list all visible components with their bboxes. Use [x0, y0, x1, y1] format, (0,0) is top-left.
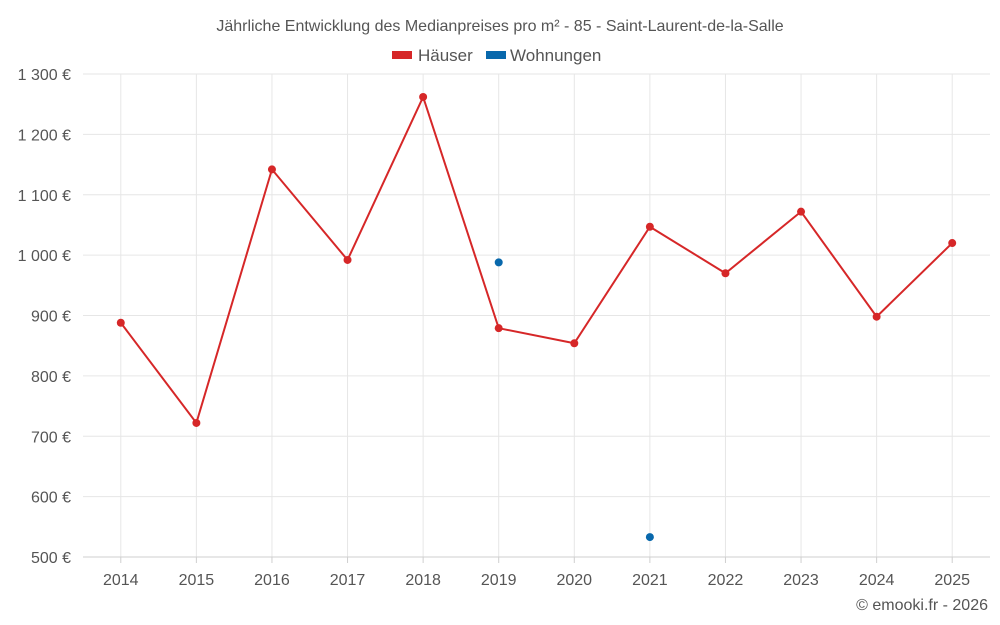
- chart-title: Jährliche Entwicklung des Medianpreises …: [216, 18, 783, 35]
- x-tick-label: 2016: [254, 572, 290, 589]
- y-tick-label: 500 €: [31, 550, 71, 567]
- legend-item-wohnungen[interactable]: Wohnungen: [486, 46, 601, 65]
- x-tick-label: 2022: [708, 572, 744, 589]
- legend: Häuser Wohnungen: [392, 46, 601, 65]
- y-tick-label: 800 €: [31, 369, 71, 386]
- series-line: [119, 94, 953, 426]
- data-point[interactable]: [645, 222, 654, 231]
- series-haeuser: [116, 92, 957, 427]
- x-axis-ticks: 2014 2015 2016 2017 2018 2019 2020 2021 2022 2023…: [83, 556, 990, 589]
- legend-swatch-haeuser: [392, 51, 412, 59]
- series-wohnungen: [494, 258, 654, 542]
- data-point[interactable]: [645, 533, 654, 542]
- x-tick-label: 2021: [632, 572, 668, 589]
- x-tick-label: 2019: [481, 572, 517, 589]
- data-point[interactable]: [948, 239, 957, 248]
- x-tick-label: 2024: [859, 572, 895, 589]
- data-point[interactable]: [494, 258, 503, 267]
- y-tick-label: 900 €: [31, 309, 71, 326]
- x-tick-label: 2023: [783, 572, 819, 589]
- y-axis-ticks: 500 € 600 € 700 € 800 € 900 € 1 000 € 1 100 € 1…: [18, 67, 71, 567]
- data-point[interactable]: [721, 269, 730, 278]
- x-tick-label: 2014: [103, 572, 139, 589]
- data-point[interactable]: [872, 312, 881, 321]
- y-tick-label: 1 200 €: [18, 127, 71, 144]
- data-point[interactable]: [797, 207, 806, 216]
- y-tick-label: 1 100 €: [18, 188, 71, 205]
- legend-label-wohnungen: Wohnungen: [510, 46, 601, 65]
- x-tick-label: 2025: [934, 572, 970, 589]
- y-tick-label: 1 000 €: [18, 248, 71, 265]
- grid: [83, 73, 990, 558]
- x-tick-label: 2020: [556, 572, 592, 589]
- data-point[interactable]: [419, 92, 428, 101]
- legend-item-haeuser[interactable]: Häuser: [392, 46, 473, 65]
- data-point[interactable]: [494, 324, 503, 333]
- data-point[interactable]: [192, 418, 201, 427]
- y-tick-label: 700 €: [31, 429, 71, 446]
- x-tick-label: 2017: [330, 572, 366, 589]
- copyright-footer: © emooki.fr - 2026: [856, 597, 988, 614]
- legend-label-haeuser: Häuser: [418, 46, 473, 65]
- data-point[interactable]: [267, 165, 276, 174]
- data-point[interactable]: [570, 339, 579, 348]
- x-tick-label: 2015: [179, 572, 215, 589]
- y-tick-label: 600 €: [31, 490, 71, 507]
- legend-swatch-wohnungen: [486, 51, 506, 59]
- x-tick-label: 2018: [405, 572, 441, 589]
- series: [116, 92, 957, 542]
- data-point[interactable]: [116, 318, 125, 327]
- y-tick-label: 1 300 €: [18, 67, 71, 84]
- data-point[interactable]: [343, 255, 352, 264]
